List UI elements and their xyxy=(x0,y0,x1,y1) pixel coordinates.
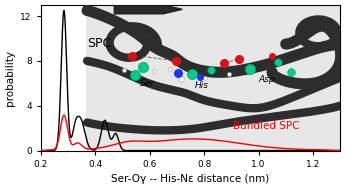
Polygon shape xyxy=(114,5,182,14)
Bar xyxy=(86,5,340,151)
Text: SPC: SPC xyxy=(87,37,111,50)
Text: His: His xyxy=(195,81,209,90)
Text: Ser: Ser xyxy=(140,79,155,88)
Text: Asp: Asp xyxy=(258,75,275,84)
X-axis label: Ser-Oγ -- His-Nε distance (nm): Ser-Oγ -- His-Nε distance (nm) xyxy=(111,174,269,184)
Y-axis label: probability: probability xyxy=(5,50,15,106)
Text: Bundled SPC: Bundled SPC xyxy=(233,121,299,131)
